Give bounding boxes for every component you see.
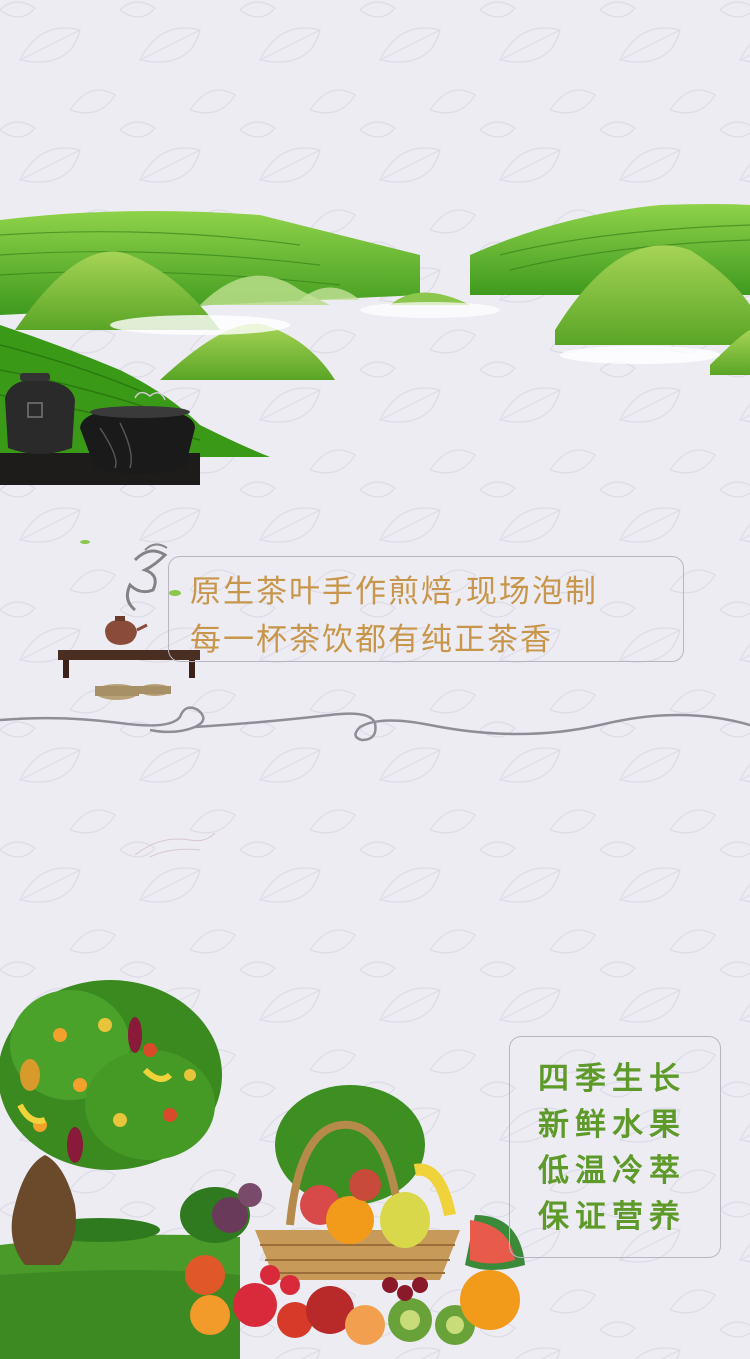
faint-sketch <box>134 832 216 858</box>
fruit-caption-line-1: 四季生长 <box>538 1061 686 1097</box>
teapot-and-cup <box>0 373 200 485</box>
fruit-tree-and-basket <box>0 980 525 1359</box>
fruit-caption-line-4: 保证营养 <box>538 1199 686 1235</box>
fruit-caption-line-2: 新鲜水果 <box>538 1107 686 1143</box>
fruit-caption-frame <box>509 1036 721 1258</box>
tea-table-illustration <box>58 540 200 700</box>
tea-caption-line-2: 每一杯茶饮都有纯正茶香 <box>190 622 553 658</box>
tea-caption-line-1: 原生茶叶手作煎焙,现场泡制 <box>190 574 598 610</box>
fruit-caption-line-3: 低温冷萃 <box>538 1153 686 1189</box>
tea-caption-frame <box>168 556 684 662</box>
wavy-divider <box>0 706 750 742</box>
tea-hills-illustration <box>0 204 750 457</box>
